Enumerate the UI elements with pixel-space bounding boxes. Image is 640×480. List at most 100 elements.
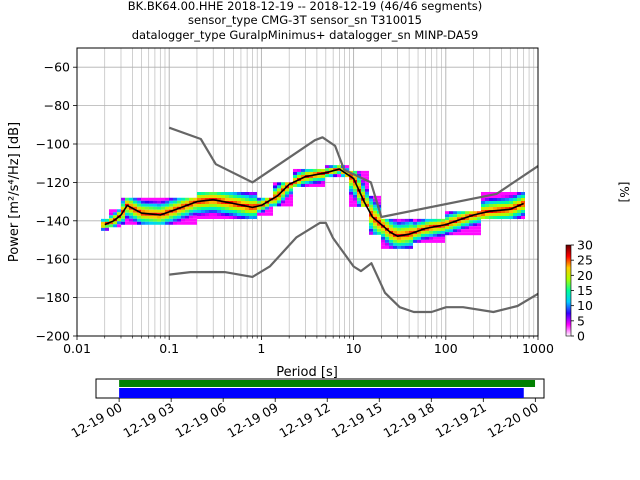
density-cell bbox=[101, 224, 105, 228]
density-cell bbox=[109, 224, 113, 228]
density-cell bbox=[301, 174, 305, 178]
density-cell bbox=[113, 209, 117, 213]
density-cell bbox=[281, 197, 285, 201]
density-cell bbox=[357, 185, 361, 189]
density-cell bbox=[277, 194, 281, 198]
density-cell bbox=[365, 188, 369, 192]
density-cell bbox=[521, 204, 525, 207]
density-cell bbox=[501, 204, 505, 207]
density-cell bbox=[465, 217, 469, 221]
density-cell bbox=[469, 223, 473, 227]
density-cell bbox=[129, 203, 133, 207]
density-cell bbox=[501, 201, 505, 204]
density-cell bbox=[329, 174, 333, 178]
density-cell bbox=[245, 213, 249, 216]
density-cell bbox=[237, 201, 241, 204]
density-cell bbox=[281, 194, 285, 198]
density-cell bbox=[249, 207, 253, 210]
density-cell bbox=[313, 168, 317, 172]
density-cell bbox=[217, 213, 221, 216]
density-cell bbox=[517, 213, 521, 216]
density-cell bbox=[417, 218, 421, 222]
density-cell bbox=[277, 200, 281, 204]
density-cell bbox=[249, 201, 253, 204]
density-cell bbox=[225, 216, 229, 219]
density-cell bbox=[197, 216, 201, 219]
density-cell bbox=[449, 211, 453, 215]
density-cell bbox=[253, 213, 257, 216]
density-cell bbox=[477, 229, 481, 233]
density-cell bbox=[373, 210, 377, 214]
coverage-bar bbox=[119, 388, 524, 398]
density-cell bbox=[445, 217, 449, 221]
density-cell bbox=[269, 203, 273, 207]
density-cell bbox=[497, 216, 501, 219]
density-cell bbox=[397, 242, 401, 246]
density-cell bbox=[133, 215, 137, 219]
density-cell bbox=[293, 183, 297, 187]
density-cell bbox=[425, 236, 429, 240]
density-cell bbox=[273, 185, 277, 189]
density-cell bbox=[473, 223, 477, 227]
density-cell bbox=[481, 216, 485, 219]
density-cell bbox=[365, 182, 369, 186]
density-cell bbox=[125, 215, 129, 219]
density-cell bbox=[409, 236, 413, 240]
density-cell bbox=[369, 210, 373, 214]
density-cell bbox=[377, 222, 381, 226]
density-cell bbox=[377, 219, 381, 223]
density-cell bbox=[237, 195, 241, 198]
density-cell bbox=[353, 194, 357, 198]
density-cell bbox=[429, 236, 433, 240]
density-cell bbox=[409, 224, 413, 228]
density-cell bbox=[125, 197, 129, 201]
density-cell bbox=[181, 215, 185, 219]
density-cell bbox=[141, 218, 145, 222]
density-cell bbox=[513, 195, 517, 198]
density-cell bbox=[201, 201, 205, 204]
density-cell bbox=[221, 192, 225, 195]
density-cell bbox=[393, 236, 397, 240]
density-cell bbox=[141, 215, 145, 219]
density-cell bbox=[157, 197, 161, 201]
density-cell bbox=[441, 224, 445, 228]
density-histogram bbox=[101, 165, 525, 249]
density-cell bbox=[349, 179, 353, 183]
density-cell bbox=[221, 198, 225, 201]
density-cell bbox=[161, 203, 165, 207]
x-axis-label: Period [s] bbox=[276, 365, 338, 380]
density-cell bbox=[253, 207, 257, 210]
density-cell bbox=[289, 200, 293, 204]
density-cell bbox=[521, 213, 525, 216]
density-cell bbox=[157, 215, 161, 219]
density-cell bbox=[177, 203, 181, 207]
density-cell bbox=[137, 197, 141, 201]
density-cell bbox=[229, 198, 233, 201]
density-cell bbox=[457, 226, 461, 230]
density-cell bbox=[129, 209, 133, 213]
density-cell bbox=[461, 229, 465, 233]
colorbar-tick-label: 15 bbox=[577, 283, 593, 298]
density-cell bbox=[273, 191, 277, 195]
density-cell bbox=[149, 215, 153, 219]
density-cell bbox=[445, 211, 449, 215]
density-cell bbox=[457, 223, 461, 227]
density-cell bbox=[429, 239, 433, 243]
density-cell bbox=[145, 206, 149, 210]
density-cell bbox=[521, 195, 525, 198]
density-cell bbox=[449, 217, 453, 221]
density-cell bbox=[245, 198, 249, 201]
density-cell bbox=[145, 209, 149, 213]
density-cell bbox=[173, 209, 177, 213]
density-cell bbox=[509, 210, 513, 213]
density-cell bbox=[473, 232, 477, 236]
density-cell bbox=[321, 168, 325, 172]
mode-line bbox=[104, 168, 525, 237]
density-cell bbox=[365, 200, 369, 204]
density-cell bbox=[125, 221, 129, 225]
density-cell bbox=[401, 221, 405, 225]
density-cell bbox=[417, 239, 421, 243]
density-cell bbox=[197, 201, 201, 204]
density-cell bbox=[285, 197, 289, 201]
